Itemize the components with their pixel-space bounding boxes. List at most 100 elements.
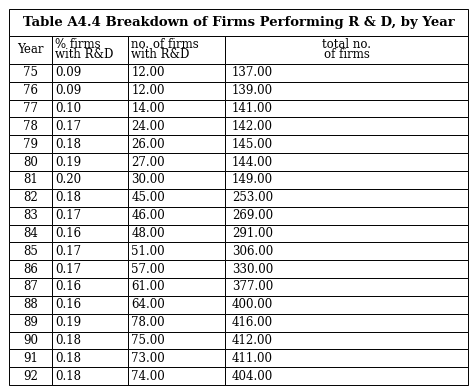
Bar <box>224 242 467 260</box>
Text: 57.00: 57.00 <box>131 263 165 276</box>
Bar <box>9 100 52 117</box>
Text: 144.00: 144.00 <box>231 156 272 169</box>
Bar <box>52 36 128 64</box>
Text: 142.00: 142.00 <box>231 120 272 133</box>
Text: 79: 79 <box>23 138 38 151</box>
Bar <box>52 135 128 153</box>
Bar <box>52 100 128 117</box>
Text: 306.00: 306.00 <box>231 245 273 258</box>
Bar <box>9 296 52 314</box>
Text: 0.09: 0.09 <box>56 84 82 97</box>
Text: 84: 84 <box>23 227 38 240</box>
Text: 27.00: 27.00 <box>131 156 165 169</box>
Text: of firms: of firms <box>323 48 369 61</box>
Bar <box>9 9 467 36</box>
Text: 253.00: 253.00 <box>231 191 272 204</box>
Text: 0.16: 0.16 <box>56 227 81 240</box>
Bar <box>224 207 467 224</box>
Text: 81: 81 <box>23 174 38 187</box>
Text: 149.00: 149.00 <box>231 174 272 187</box>
Text: 141.00: 141.00 <box>231 102 272 115</box>
Text: 0.19: 0.19 <box>56 316 81 329</box>
Bar <box>224 36 467 64</box>
Bar <box>128 153 224 171</box>
Text: 88: 88 <box>23 298 38 311</box>
Text: 0.18: 0.18 <box>56 370 81 383</box>
Text: 51.00: 51.00 <box>131 245 165 258</box>
Bar <box>9 314 52 332</box>
Bar <box>9 64 52 82</box>
Bar <box>52 117 128 135</box>
Bar <box>128 64 224 82</box>
Text: 0.18: 0.18 <box>56 352 81 365</box>
Text: 64.00: 64.00 <box>131 298 165 311</box>
Text: 411.00: 411.00 <box>231 352 272 365</box>
Bar <box>52 260 128 278</box>
Text: 291.00: 291.00 <box>231 227 272 240</box>
Bar <box>9 207 52 224</box>
Bar <box>52 64 128 82</box>
Text: 78: 78 <box>23 120 38 133</box>
Text: 404.00: 404.00 <box>231 370 273 383</box>
Bar <box>128 207 224 224</box>
Text: 14.00: 14.00 <box>131 102 165 115</box>
Text: 82: 82 <box>23 191 38 204</box>
Bar <box>224 189 467 207</box>
Bar <box>128 135 224 153</box>
Text: 85: 85 <box>23 245 38 258</box>
Text: 0.19: 0.19 <box>56 156 81 169</box>
Text: 0.17: 0.17 <box>56 245 81 258</box>
Bar <box>128 82 224 100</box>
Text: 91: 91 <box>23 352 38 365</box>
Bar <box>9 242 52 260</box>
Bar <box>224 350 467 367</box>
Bar <box>9 260 52 278</box>
Text: 12.00: 12.00 <box>131 66 165 79</box>
Text: 269.00: 269.00 <box>231 209 272 222</box>
Bar <box>52 207 128 224</box>
Bar <box>224 314 467 332</box>
Text: 416.00: 416.00 <box>231 316 272 329</box>
Bar <box>224 260 467 278</box>
Bar <box>9 135 52 153</box>
Text: 76: 76 <box>23 84 38 97</box>
Text: 26.00: 26.00 <box>131 138 165 151</box>
Text: total no.: total no. <box>321 38 370 51</box>
Text: 330.00: 330.00 <box>231 263 273 276</box>
Bar <box>52 314 128 332</box>
Bar <box>52 153 128 171</box>
Text: 0.16: 0.16 <box>56 298 81 311</box>
Text: 48.00: 48.00 <box>131 227 165 240</box>
Bar <box>52 82 128 100</box>
Text: 0.17: 0.17 <box>56 120 81 133</box>
Text: 45.00: 45.00 <box>131 191 165 204</box>
Bar <box>52 296 128 314</box>
Text: 139.00: 139.00 <box>231 84 272 97</box>
Bar <box>9 278 52 296</box>
Bar <box>128 117 224 135</box>
Text: 137.00: 137.00 <box>231 66 272 79</box>
Bar <box>224 224 467 242</box>
Text: 412.00: 412.00 <box>231 334 272 347</box>
Bar <box>9 117 52 135</box>
Text: 24.00: 24.00 <box>131 120 165 133</box>
Bar <box>224 100 467 117</box>
Bar <box>224 296 467 314</box>
Bar <box>128 242 224 260</box>
Bar <box>52 224 128 242</box>
Bar <box>52 242 128 260</box>
Text: 83: 83 <box>23 209 38 222</box>
Text: 0.20: 0.20 <box>56 174 81 187</box>
Text: 89: 89 <box>23 316 38 329</box>
Text: 0.10: 0.10 <box>56 102 81 115</box>
Text: 46.00: 46.00 <box>131 209 165 222</box>
Text: 87: 87 <box>23 280 38 294</box>
Text: 0.16: 0.16 <box>56 280 81 294</box>
Bar <box>128 278 224 296</box>
Bar <box>52 332 128 350</box>
Bar <box>128 260 224 278</box>
Bar <box>224 171 467 189</box>
Text: 0.17: 0.17 <box>56 209 81 222</box>
Bar <box>128 100 224 117</box>
Bar <box>128 367 224 385</box>
